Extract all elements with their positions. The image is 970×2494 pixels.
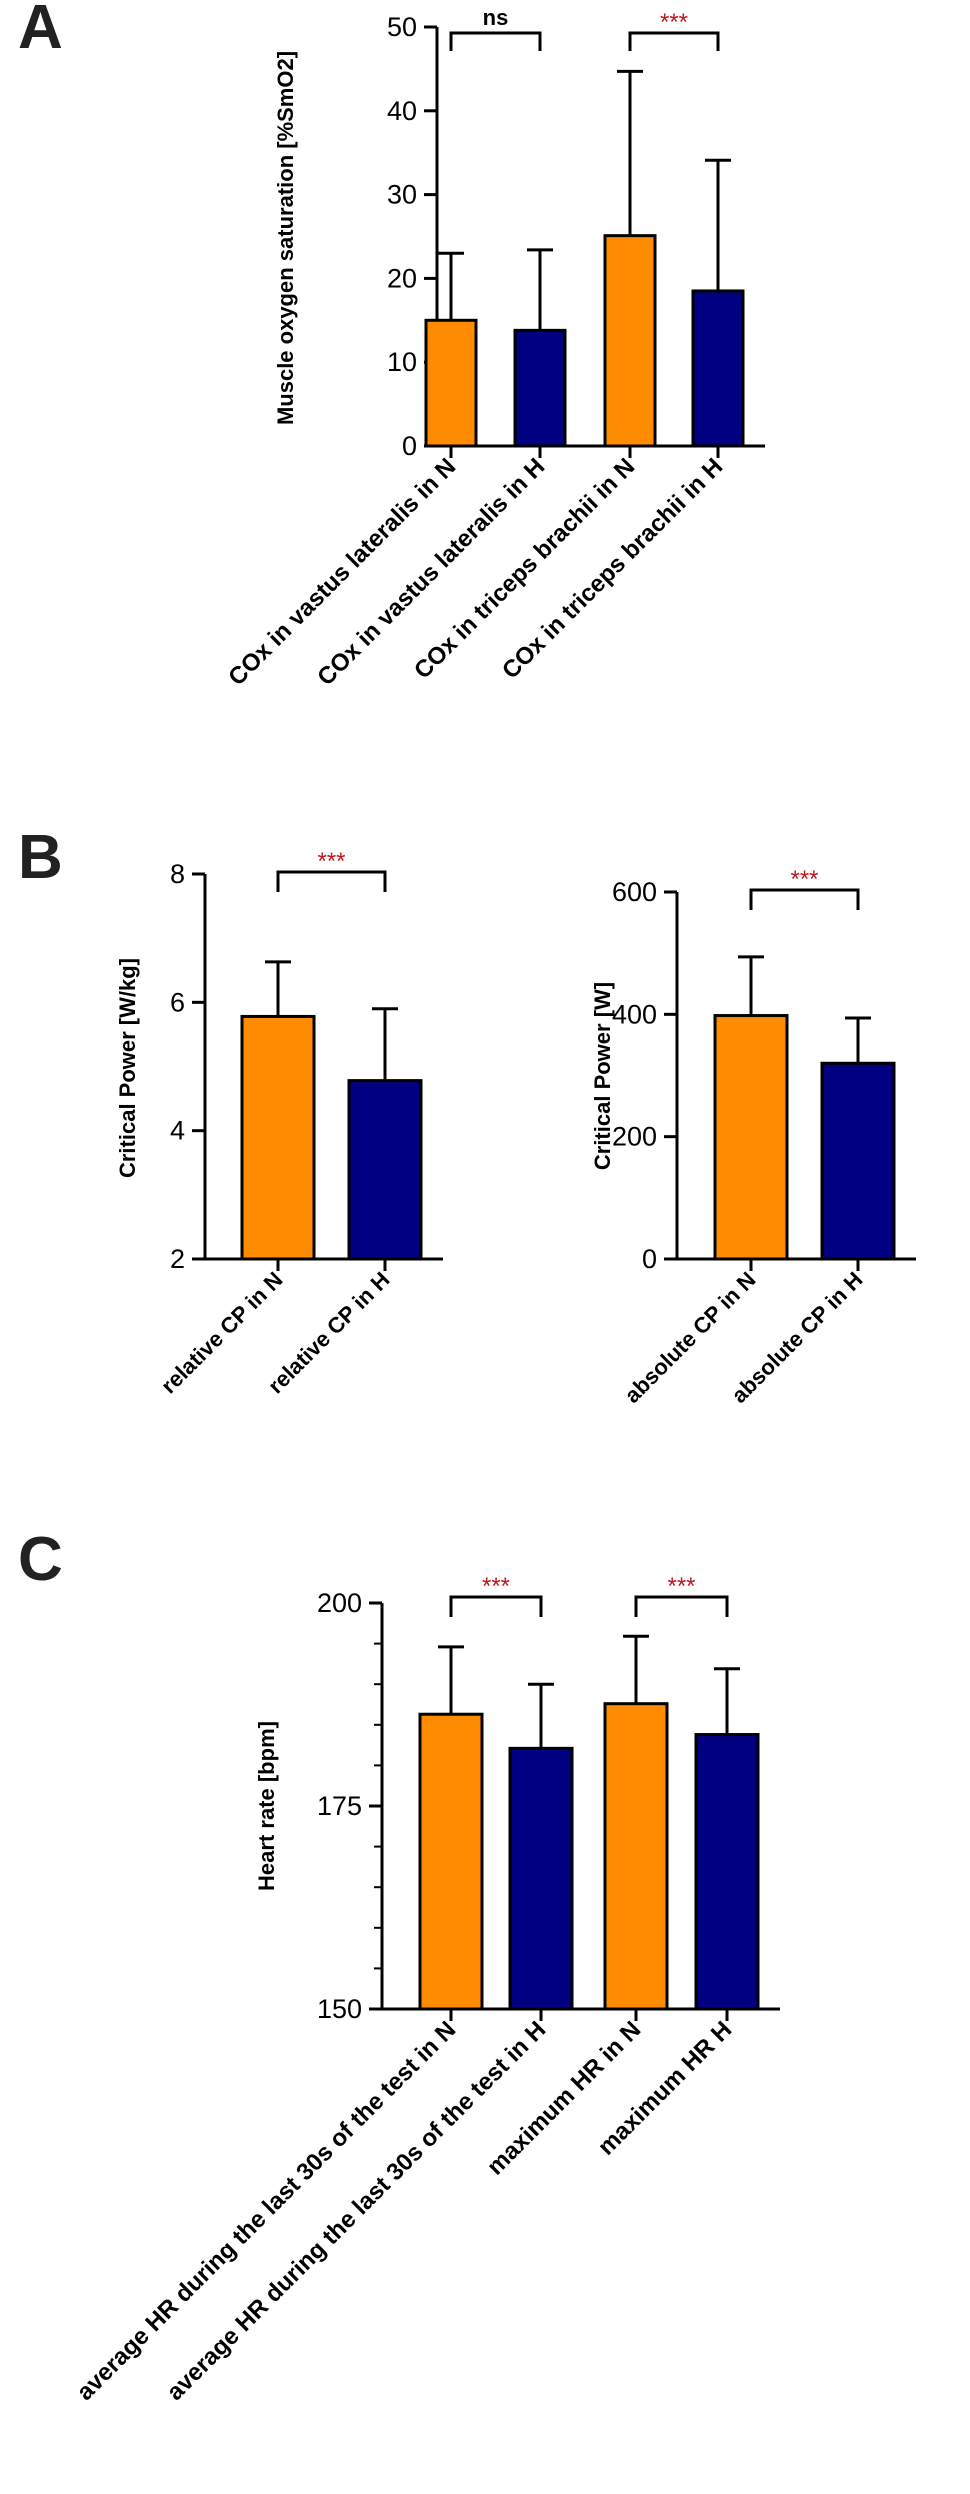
y-tick-label: 200: [612, 1122, 657, 1152]
bar: [347, 1079, 423, 1261]
significance-label: ***: [317, 848, 345, 875]
y-tick-label: 0: [402, 431, 417, 461]
bar: [508, 1746, 574, 2011]
y-tick-label: 4: [170, 1116, 185, 1146]
y-tick-label: 2: [170, 1244, 185, 1274]
significance-label: ***: [790, 866, 818, 893]
bar: [240, 1014, 316, 1261]
bar: [820, 1061, 896, 1261]
significance-bracket: [628, 31, 720, 51]
bar: [713, 1014, 789, 1261]
significance-bracket: [749, 888, 860, 910]
category-label: average HR during the last 30s of the te…: [72, 2016, 462, 2406]
bar: [513, 328, 567, 448]
significance-bracket: [449, 31, 542, 51]
significance-label: ***: [482, 1573, 510, 1600]
significance-bracket: [634, 1595, 729, 1617]
significance-bracket: [449, 1595, 543, 1617]
y-tick-label: 600: [612, 877, 657, 907]
significance-label: ***: [667, 1573, 695, 1600]
panel-letter-a: A: [18, 0, 63, 62]
bar: [694, 1733, 760, 2011]
y-tick-label: 30: [387, 180, 417, 210]
y-tick-label: 175: [317, 1791, 362, 1821]
y-tick-label: 40: [387, 96, 417, 126]
bar: [603, 234, 657, 448]
y-tick-label: 8: [170, 859, 185, 889]
y-tick-label: 0: [642, 1244, 657, 1274]
y-tick-label: 10: [387, 347, 417, 377]
bar: [603, 1702, 669, 2011]
bar: [418, 1712, 484, 2011]
y-axis-label: Critical Power [W]: [590, 982, 615, 1170]
chart-c: 150 175 200 Heart rate [bpm] average HR duri…: [72, 1573, 780, 2406]
significance-bracket: [276, 870, 387, 892]
chart-a: 0 10 20 30 40 50 Muscle oxygen saturation [%Sm…: [223, 5, 765, 691]
y-axis-label: Critical Power [W/kg]: [115, 958, 140, 1178]
y-tick-label: 50: [387, 12, 417, 42]
significance-label: ***: [660, 9, 688, 36]
y-axis-label: Heart rate [bpm]: [254, 1721, 279, 1891]
y-tick-label: 150: [317, 1994, 362, 2024]
panel-letter-b: B: [18, 823, 63, 892]
bar: [691, 289, 745, 448]
bar: [424, 318, 478, 448]
panel-letter-c: C: [18, 1525, 63, 1594]
category-label: average HR during the last 30s of the te…: [162, 2016, 552, 2406]
y-tick-label: 20: [387, 263, 417, 293]
y-tick-label: 6: [170, 987, 185, 1017]
y-tick-label: 200: [317, 1588, 362, 1618]
y-axis-label: Muscle oxygen saturation [%SmO2]: [273, 51, 298, 425]
significance-label: ns: [483, 5, 509, 30]
y-tick-label: 400: [612, 999, 657, 1029]
